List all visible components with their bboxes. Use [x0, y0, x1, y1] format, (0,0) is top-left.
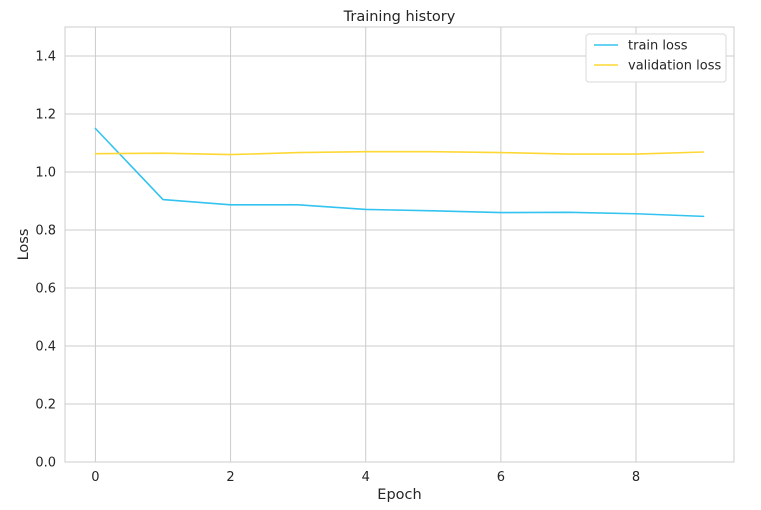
x-tick-label: 8	[632, 470, 640, 485]
series-line-0	[94, 127, 705, 218]
legend-label: validation loss	[628, 59, 721, 74]
x-tick-labels: 0 2 4 6 8	[91, 470, 640, 485]
y-tick-label: 1.4	[35, 50, 56, 65]
x-tick-label: 2	[226, 470, 234, 485]
legend-box	[585, 33, 727, 83]
y-tick-label: 0.0	[35, 456, 56, 471]
x-axis-label: Epoch	[377, 487, 421, 503]
y-axis-label: Loss	[16, 229, 32, 261]
x-tick-label: 6	[497, 470, 505, 485]
series-line-1	[94, 150, 705, 156]
y-tick-labels: 0.0 0.2 0.4 0.6 0.8 1.0 1.2 1.4	[35, 50, 56, 471]
plot-area-frame	[64, 26, 735, 463]
legend: train loss validation loss	[585, 33, 727, 83]
y-tick-label: 0.6	[35, 282, 56, 297]
y-tick-label: 0.8	[35, 224, 56, 239]
y-tick-label: 0.4	[35, 340, 56, 355]
x-tick-label: 4	[362, 470, 370, 485]
grid-lines	[65, 27, 734, 463]
legend-label: train loss	[628, 39, 688, 54]
y-tick-label: 1.2	[35, 108, 56, 123]
series-lines	[94, 127, 705, 218]
chart-title: Training history	[343, 9, 456, 25]
y-tick-label: 1.0	[35, 166, 56, 181]
x-tick-label: 0	[91, 470, 99, 485]
y-tick-label: 0.2	[35, 398, 56, 413]
